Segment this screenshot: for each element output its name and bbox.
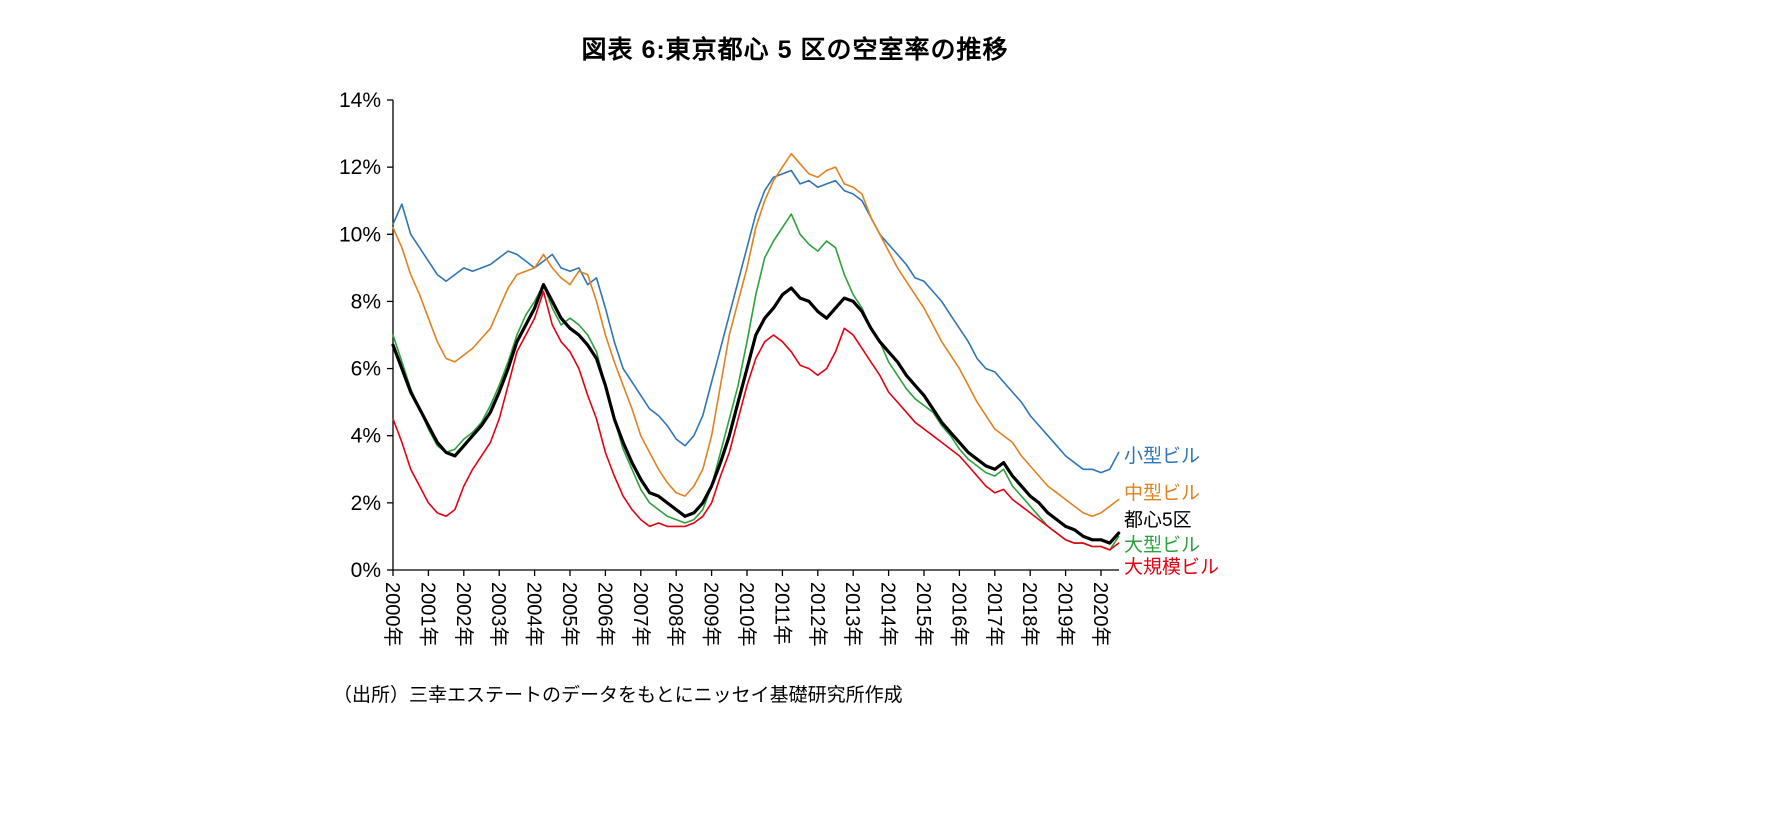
x-axis-tick-label: 2017年 bbox=[983, 582, 1006, 647]
x-axis-tick-label: 2003年 bbox=[487, 582, 510, 647]
x-axis-tick-label: 2014年 bbox=[877, 582, 900, 647]
legend-label-小型ビル: 小型ビル bbox=[1124, 446, 1201, 467]
x-axis-tick-label: 2001年 bbox=[416, 582, 439, 647]
y-axis-tick-label: 10% bbox=[339, 223, 381, 246]
x-axis-tick-label: 2002年 bbox=[452, 582, 475, 647]
y-axis-tick-label: 14% bbox=[339, 89, 381, 112]
y-axis-tick-label: 0% bbox=[351, 559, 381, 582]
y-axis-tick-label: 6% bbox=[351, 358, 381, 381]
x-axis-tick-label: 2006年 bbox=[593, 582, 616, 647]
series-line-大規模ビル bbox=[392, 290, 1120, 551]
x-axis-tick-label: 2005年 bbox=[558, 582, 581, 647]
x-axis-tick-label: 2013年 bbox=[841, 582, 864, 647]
y-axis-tick-label: 12% bbox=[339, 156, 381, 179]
x-axis-tick-label: 2004年 bbox=[523, 582, 546, 647]
x-axis-tick-label: 2007年 bbox=[629, 582, 652, 647]
legend-label-大型ビル: 大型ビル bbox=[1124, 535, 1201, 556]
x-axis-tick-label: 2009年 bbox=[700, 582, 723, 647]
legend-label-都心5区: 都心5区 bbox=[1124, 510, 1192, 531]
y-axis-tick-label: 2% bbox=[351, 492, 381, 515]
y-axis-tick-label: 4% bbox=[351, 425, 381, 448]
legend-label-大規模ビル: 大規模ビル bbox=[1124, 557, 1220, 578]
x-axis-tick-label: 2018年 bbox=[1018, 582, 1041, 647]
series-line-大型ビル bbox=[392, 213, 1120, 551]
series-line-都心5区 bbox=[391, 283, 1121, 545]
chart-title: 図表 6:東京都心 5 区の空室率の推移 bbox=[581, 36, 1009, 64]
x-axis-tick-label: 2008年 bbox=[664, 582, 687, 647]
x-axis-tick-label: 2011年 bbox=[770, 582, 793, 645]
y-axis-tick-label: 8% bbox=[351, 290, 381, 313]
series-line-中型ビル bbox=[392, 152, 1120, 518]
x-axis-tick-label: 2015年 bbox=[912, 582, 935, 647]
source-note: （出所）三幸エステートのデータをもとにニッセイ基礎研究所作成 bbox=[333, 685, 903, 706]
x-axis-tick-label: 2016年 bbox=[947, 582, 970, 647]
x-axis-tick-label: 2019年 bbox=[1054, 582, 1077, 647]
x-axis-tick-label: 2012年 bbox=[806, 582, 829, 647]
x-axis-tick-label: 2020年 bbox=[1089, 582, 1112, 647]
series-line-小型ビル bbox=[392, 169, 1120, 474]
legend-label-中型ビル: 中型ビル bbox=[1124, 483, 1201, 504]
x-axis-tick-label: 2000年 bbox=[381, 582, 404, 647]
x-axis-tick-label: 2010年 bbox=[735, 582, 758, 647]
